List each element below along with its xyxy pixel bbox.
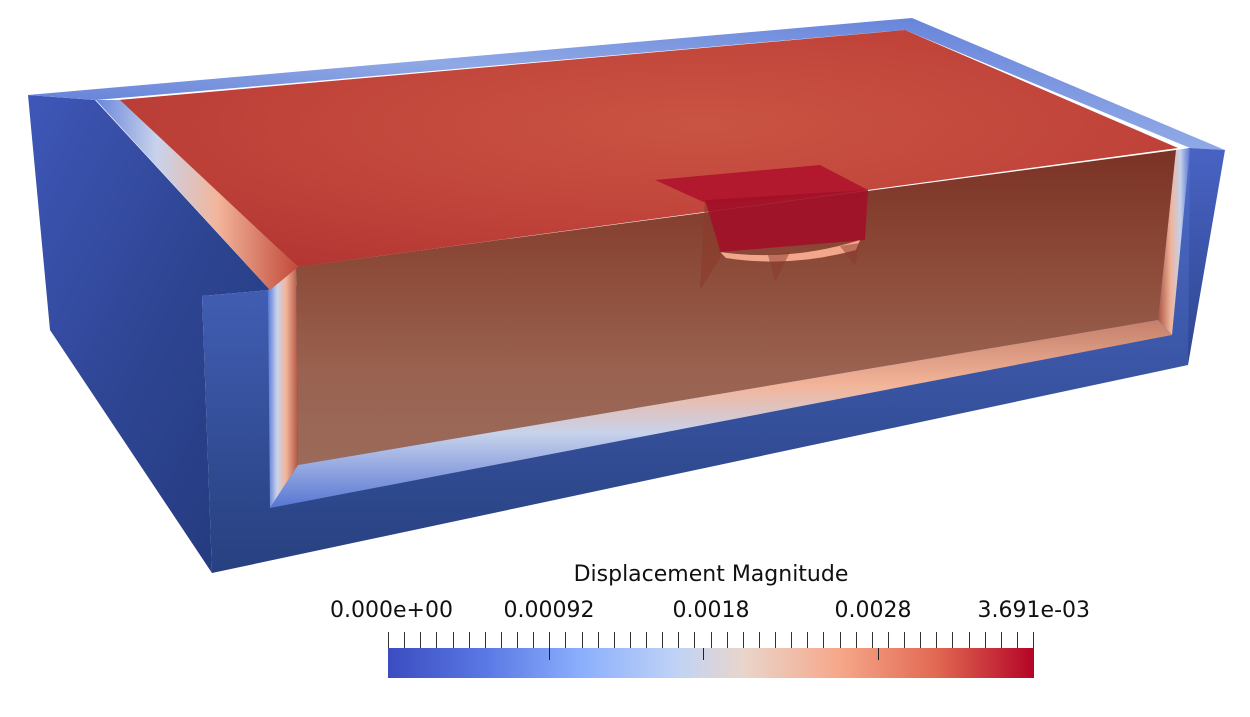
right-glow-band bbox=[1158, 148, 1190, 335]
indent-shadow-mid bbox=[768, 252, 790, 282]
top-surface bbox=[118, 30, 1178, 267]
indent-shadow-left bbox=[700, 200, 722, 290]
tick-label: 3.691e-03 bbox=[977, 598, 1090, 623]
tick-label: 0.00092 bbox=[503, 598, 595, 623]
colorbar bbox=[388, 632, 1034, 678]
left-glow-band bbox=[268, 267, 298, 508]
tick-label: 0.0028 bbox=[834, 598, 912, 623]
box-left-face bbox=[28, 95, 270, 573]
indent-shadow-right bbox=[840, 243, 860, 266]
colorbar-gradient bbox=[388, 648, 1034, 678]
indent-rim bbox=[720, 240, 860, 262]
tick-label: 0.000e+00 bbox=[330, 598, 453, 623]
legend-title: Displacement Magnitude bbox=[573, 562, 849, 587]
colorbar-ticks bbox=[388, 632, 1034, 660]
top-left-glow-band bbox=[96, 100, 298, 290]
interior-wall bbox=[296, 150, 1176, 465]
tick-label: 0.0018 bbox=[672, 598, 750, 623]
bottom-glow-band bbox=[270, 320, 1172, 508]
box-top-rim bbox=[28, 18, 1225, 150]
indent-front bbox=[705, 190, 868, 252]
